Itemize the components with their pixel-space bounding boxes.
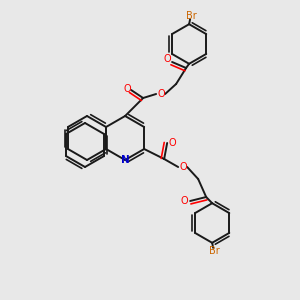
Text: O: O — [163, 54, 171, 64]
Text: O: O — [123, 84, 131, 94]
Text: O: O — [168, 138, 176, 148]
Text: O: O — [180, 196, 188, 206]
Text: Br: Br — [186, 11, 196, 21]
Text: O: O — [179, 162, 187, 172]
Text: Br: Br — [209, 246, 220, 256]
Text: N: N — [121, 155, 130, 165]
Text: O: O — [157, 89, 165, 99]
